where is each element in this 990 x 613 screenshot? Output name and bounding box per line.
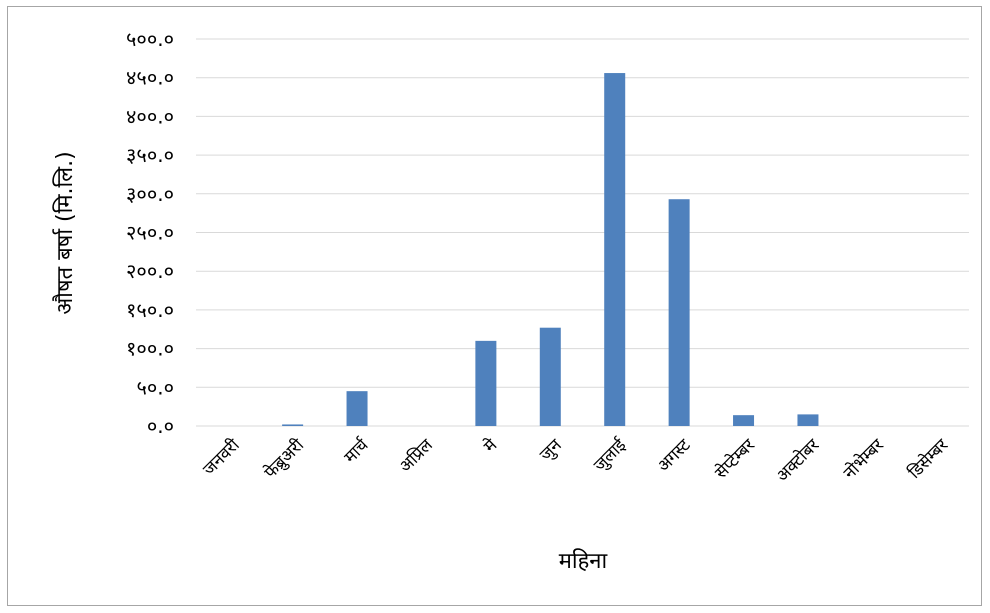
x-tick-label: अक्टोबर [772, 434, 824, 486]
bar [475, 340, 497, 426]
y-tick-label: ०.० [147, 414, 174, 438]
x-tick-label: अगस्ट [654, 435, 695, 476]
y-tick-label: २५०.० [126, 221, 174, 245]
y-tick-label: ४५०.० [126, 66, 174, 90]
bar [539, 327, 561, 426]
x-tick-label: जुलाई [589, 434, 631, 476]
x-tick-label: अप्रिल [395, 434, 437, 476]
bar [604, 73, 626, 426]
bar [282, 424, 304, 426]
y-tick-label: ५०.० [136, 375, 174, 399]
x-axis-title: महिना [559, 548, 608, 574]
bars [282, 73, 819, 426]
x-tick-label: मे [479, 434, 502, 457]
bar [733, 415, 755, 426]
x-tick-label: मार्च [340, 434, 374, 468]
bar-chart: ०.० ५०.० १००.० १५०.० २००.० २५०.० ३००.० ३५०.० ४००… [52, 27, 969, 574]
bar [797, 414, 819, 426]
y-tick-label: ४००.० [126, 104, 174, 128]
x-tick-label: जुन [536, 435, 566, 465]
x-tick-label: डिसेम्बर [904, 434, 953, 483]
y-axis-tick-labels: ०.० ५०.० १००.० १५०.० २००.० २५०.० ३००.० ३५०.० ४००… [126, 27, 174, 438]
x-tick-label: सेप्टेम्बर [711, 434, 760, 483]
y-axis-title: औषत बर्षा (मि.लि.) [52, 151, 78, 314]
y-tick-label: ३००.० [126, 182, 174, 206]
chart-area: ०.० ५०.० १००.० १५०.० २००.० २५०.० ३००.० ३५०.० ४००… [7, 6, 982, 606]
bar [346, 391, 368, 426]
y-tick-label: १५०.० [126, 298, 174, 322]
x-tick-label: फेब्रुअरी [260, 434, 309, 483]
x-tick-label: जनवरी [199, 434, 245, 480]
y-tick-label: १००.० [126, 337, 174, 361]
y-tick-label: २००.० [126, 259, 174, 283]
x-tick-label: नोभेम्बर [839, 434, 889, 484]
y-tick-label: ३५०.० [126, 143, 174, 167]
gridlines [196, 38, 969, 427]
y-tick-label: ५००.० [126, 27, 174, 51]
x-axis-tick-labels: जनवरी फेब्रुअरी मार्च अप्रिल मे जुन जुलाई अगस्ट… [199, 434, 953, 486]
bar [668, 199, 690, 426]
